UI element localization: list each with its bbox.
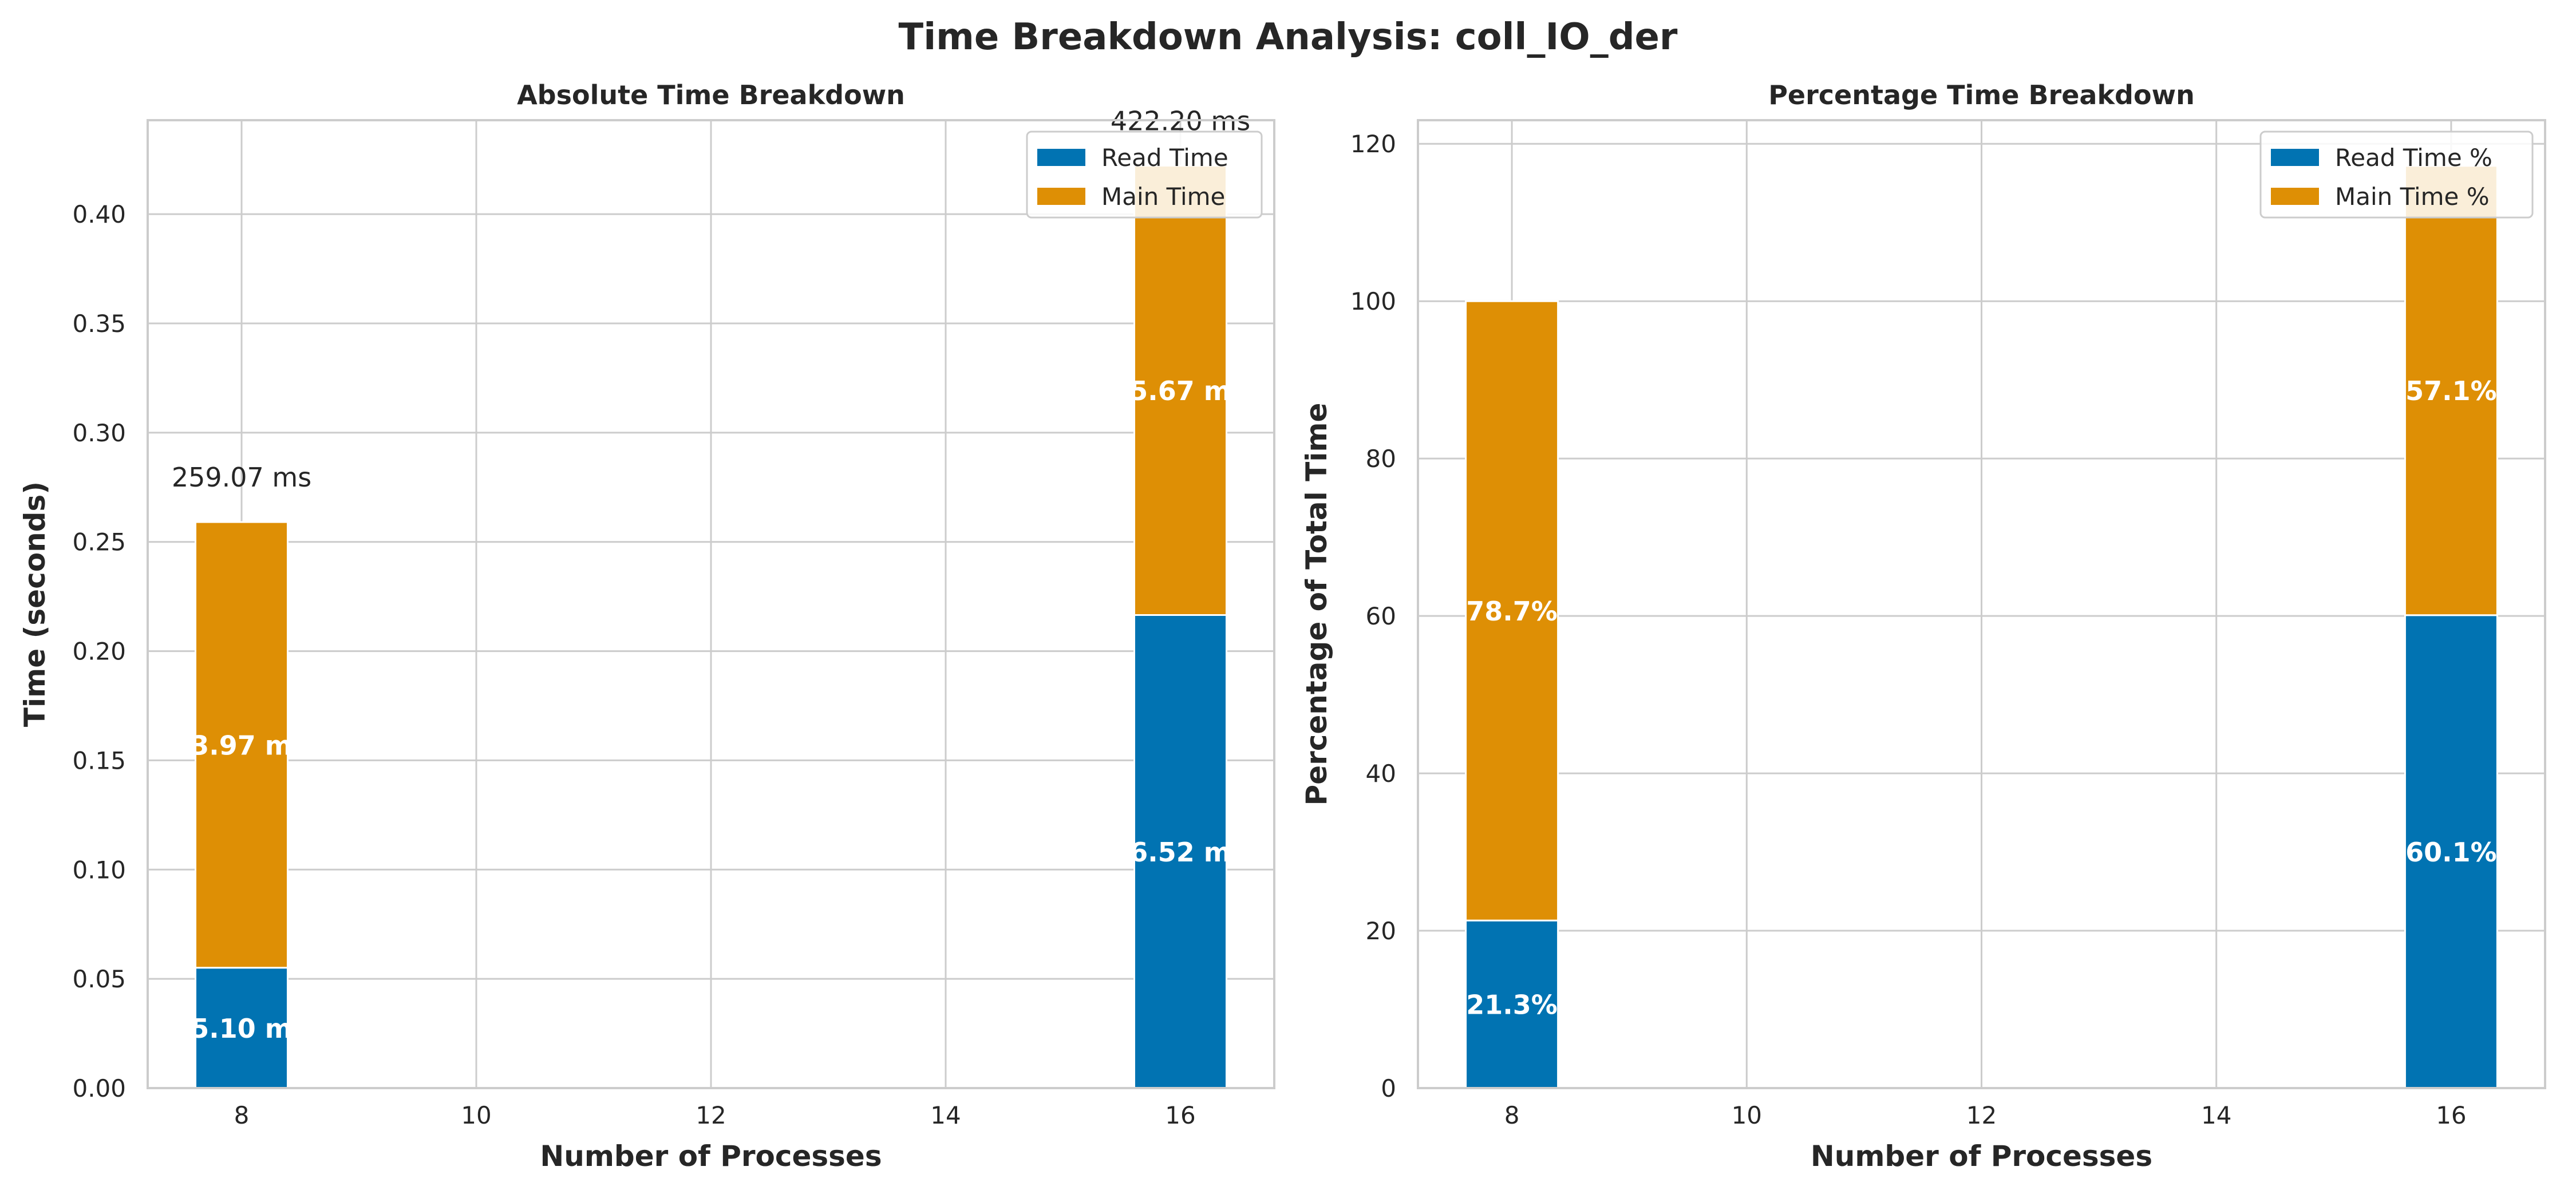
data-label: 6.52 m [1129,837,1231,868]
figure-title: Time Breakdown Analysis: coll_IO_der [898,16,1678,58]
bar-read-16 [2404,614,2498,1089]
axes-frame [1417,119,2546,1089]
x-tick-label: 14 [2201,1101,2231,1129]
legend: Read Time % Main Time % [2259,131,2534,219]
total-label: 259.07 ms [172,462,311,493]
legend-label: Read Time % [2335,144,2492,172]
data-label: 5.10 m [191,1013,292,1044]
axes-frame [147,119,1275,1089]
legend-label: Read Time [1101,144,1228,172]
x-tick-label: 10 [461,1101,491,1129]
legend-label: Main Time % [2335,183,2490,211]
x-tick-label: 12 [696,1101,726,1129]
bar-read-8 [195,967,289,1089]
y-tick-label: 0.05 [72,965,126,993]
x-tick-label: 14 [930,1101,961,1129]
y-tick-label: 120 [1350,130,1396,158]
bar-read-16 [1133,614,1227,1089]
bar-main-8 [1465,300,1559,922]
y-tick-label: 40 [1366,760,1396,788]
x-axis-label: Number of Processes [1811,1140,2152,1173]
y-tick-label: 0.15 [72,746,126,774]
bar-main-8 [195,521,289,969]
data-label: 21.3% [1466,990,1558,1021]
y-tick-label: 0.25 [72,528,126,556]
legend-swatch-read [2271,149,2319,166]
bar-main-16 [2404,165,2498,616]
legend-swatch-main [1037,188,1085,205]
data-label: 60.1% [2405,837,2497,868]
data-label: 3.97 m [191,730,292,761]
chart-title: Absolute Time Breakdown [517,80,905,110]
y-tick-label: 80 [1366,445,1396,473]
x-tick-label: 12 [1966,1101,1997,1129]
legend: Read Time Main Time [1026,131,1263,219]
legend-box [2259,131,2534,219]
y-axis-label: Percentage of Total Time [1300,403,1333,806]
y-tick-label: 20 [1366,917,1396,945]
bar-main-16 [1133,164,1227,616]
chart-panel-2: 21.3% 78.7% 60.1% 57.1% 8 10 12 14 16 0 20 40 60 80 10… [1300,80,2546,1173]
legend-swatch-read [1037,149,1085,166]
x-tick-label: 16 [2436,1101,2466,1129]
y-tick-label: 0.35 [72,310,126,338]
legend-label: Main Time [1101,183,1225,211]
y-tick-label: 100 [1350,287,1396,315]
x-axis-label: Number of Processes [540,1140,882,1173]
data-label: 78.7% [1466,596,1558,627]
chart-title: Percentage Time Breakdown [1768,80,2195,110]
x-tick-label: 8 [234,1101,250,1129]
data-label: 5.67 m [1129,375,1231,406]
y-tick-label: 0.00 [72,1074,126,1102]
y-tick-label: 0 [1381,1074,1396,1102]
x-tick-label: 16 [1165,1101,1195,1129]
legend-box [1026,131,1263,219]
y-axis-label: Time (seconds) [18,481,52,727]
y-tick-label: 60 [1366,602,1396,630]
y-tick-label: 0.10 [72,856,126,884]
y-tick-label: 0.40 [72,200,126,228]
data-label: 57.1% [2405,375,2497,406]
y-tick-label: 0.30 [72,419,126,447]
legend-swatch-main [2271,188,2319,205]
x-tick-label: 10 [1732,1101,1762,1129]
bar-read-8 [1465,919,1559,1089]
x-tick-label: 8 [1504,1101,1520,1129]
y-tick-label: 0.20 [72,638,126,666]
